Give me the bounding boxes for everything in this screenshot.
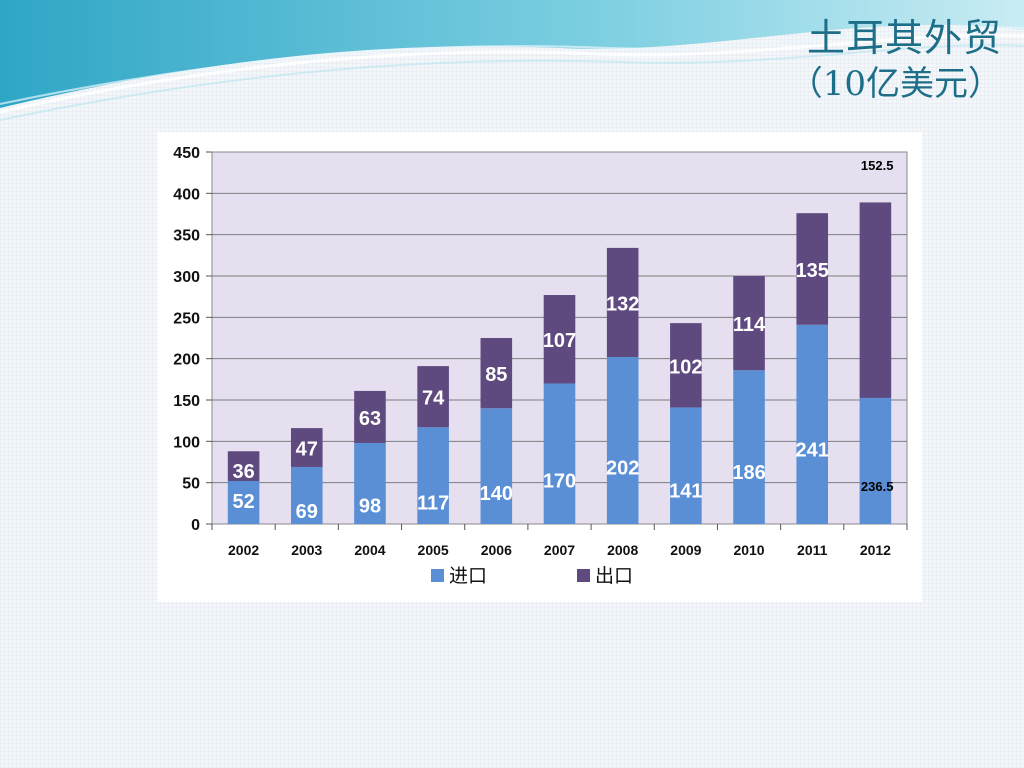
bar-import-2012 — [859, 397, 892, 524]
data-label-export: 74 — [422, 388, 445, 410]
x-tick-label: 2012 — [860, 542, 891, 558]
y-tick-label: 350 — [173, 228, 200, 245]
slide-title: 土耳其外贸 （10亿美元） — [789, 14, 1002, 106]
x-tick-label: 2009 — [670, 542, 701, 558]
bar-export-2011 — [796, 213, 829, 325]
chart-container: 0 50 100 150 200 250 300 350 400 450 2002 52 36 2003 6… — [157, 132, 922, 602]
y-tick-label: 0 — [191, 517, 200, 534]
legend-label-import: 进口 — [449, 565, 487, 587]
data-label-import: 186 — [732, 462, 765, 484]
bar-export-2008 — [606, 247, 639, 358]
bar-export-2009 — [670, 323, 702, 408]
bar-import-2004 — [354, 442, 386, 524]
y-tick-label: 450 — [173, 145, 200, 162]
bar-export-2007 — [543, 295, 576, 384]
data-label-export: 63 — [359, 408, 381, 430]
legend-swatch-import — [431, 569, 444, 582]
bar-import-2011 — [796, 324, 829, 524]
data-label-import: 170 — [543, 471, 576, 493]
x-tick-label: 2006 — [481, 542, 512, 558]
data-label-import: 140 — [480, 483, 513, 505]
y-tick-label: 400 — [173, 186, 200, 203]
bar-export-2012 — [859, 202, 892, 398]
x-tick-label: 2002 — [228, 542, 259, 558]
x-tick-label: 2007 — [544, 542, 575, 558]
data-label-export: 152.5 — [861, 158, 894, 173]
data-label-import: 236.5 — [861, 479, 894, 494]
bar-export-2010 — [733, 276, 765, 371]
bar-export-2003 — [290, 428, 323, 467]
x-tick-label: 2003 — [291, 542, 322, 558]
data-label-export: 47 — [296, 439, 318, 461]
data-label-import: 141 — [669, 481, 702, 503]
y-tick-label: 300 — [173, 269, 200, 286]
bar-import-2002 — [227, 481, 260, 524]
y-tick-label: 250 — [173, 310, 200, 327]
title-main: 土耳其外贸 — [806, 16, 1002, 60]
data-label-import: 52 — [232, 491, 254, 513]
data-label-export: 85 — [485, 364, 507, 386]
x-tick-label: 2004 — [354, 542, 385, 558]
bar-import-2007 — [543, 383, 576, 524]
bar-export-2002 — [227, 451, 260, 482]
data-label-import: 241 — [796, 439, 829, 461]
bar-export-2006 — [480, 338, 513, 409]
y-tick-label: 50 — [182, 476, 200, 493]
data-label-export: 107 — [543, 330, 576, 352]
bar-import-2010 — [733, 370, 765, 524]
data-label-import: 98 — [359, 495, 381, 517]
x-tick-label: 2011 — [797, 542, 828, 558]
header-swoosh-decoration — [0, 0, 1024, 121]
bar-import-2009 — [670, 407, 702, 524]
bar-import-2006 — [480, 408, 513, 524]
data-label-import: 69 — [296, 501, 318, 523]
stacked-bar-chart: 0 50 100 150 200 250 300 350 400 450 2002 52 36 2003 6… — [173, 145, 908, 587]
bar-import-2005 — [417, 427, 449, 524]
bar-import-2003 — [290, 466, 323, 524]
y-tick-label: 100 — [173, 434, 200, 451]
y-tick-label: 200 — [173, 352, 200, 369]
data-label-import: 202 — [606, 458, 639, 480]
data-label-export: 135 — [796, 260, 829, 282]
y-tick-label: 150 — [173, 393, 200, 410]
bar-import-2008 — [606, 357, 639, 524]
data-label-import: 117 — [417, 493, 449, 515]
data-label-export: 132 — [606, 293, 639, 315]
legend-swatch-export — [577, 569, 590, 582]
title-unit: （10亿美元） — [788, 64, 1002, 104]
data-label-export: 102 — [669, 356, 702, 378]
data-label-export: 36 — [232, 461, 254, 483]
x-tick-label: 2008 — [607, 542, 638, 558]
bar-export-2004 — [354, 390, 386, 443]
x-tick-label: 2005 — [418, 542, 449, 558]
data-label-export: 114 — [733, 314, 766, 336]
legend-label-export: 出口 — [595, 565, 633, 587]
bar-export-2005 — [417, 366, 449, 428]
x-tick-label: 2010 — [733, 542, 764, 558]
